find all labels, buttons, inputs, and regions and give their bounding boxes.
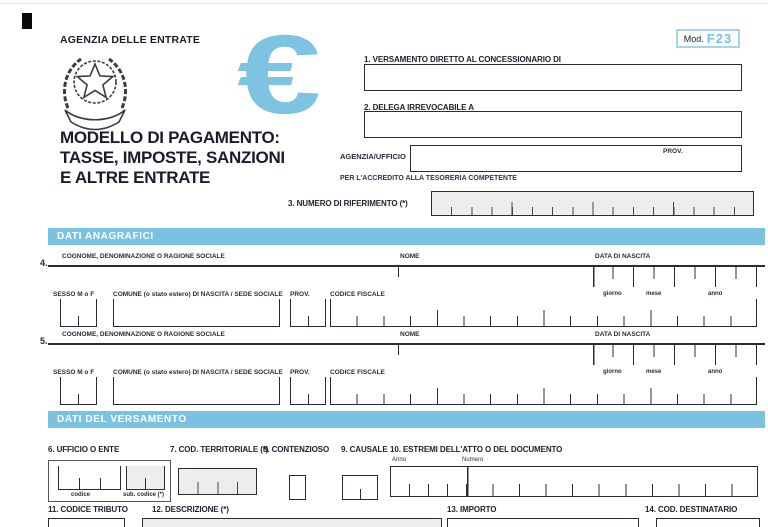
field12-label: 12. DESCRIZIONE (*) [152,505,229,514]
field9-input-box[interactable] [342,475,378,500]
mod-label: Mod. [683,33,704,44]
data-nascita-label: DATA DI NASCITA [595,331,651,338]
codice-fiscale-label: CODICE FISCALE [330,291,385,298]
anno-label: anno [708,291,723,297]
field14-input-box[interactable] [656,518,760,527]
italy-emblem-icon [55,46,135,139]
nome-label: NOME [400,253,420,260]
prov-label: PROV. [663,148,683,155]
field13-input-box[interactable] [447,518,639,527]
nome-separator-tick [398,345,399,355]
section-dati-anagrafici: DATI ANAGRAFICI [48,228,765,245]
cognome-nome-input-line[interactable] [48,343,765,345]
prov-row-label: PROV. [290,369,310,376]
sesso-label: SESSO M o F [53,291,95,298]
field13-label: 13. IMPORTO [447,505,497,514]
registration-mark [22,13,32,29]
prov-input-box[interactable] [290,299,326,327]
codice-fiscale-comb-input[interactable] [330,377,757,405]
field10-anno-label: Anno [392,457,407,463]
form-title-line1: MODELLO DI PAGAMENTO: [60,128,280,147]
prov-input-box[interactable] [290,377,326,405]
field7-label: 7. COD. TERRITORIALE (*) [170,445,269,454]
field6-codice-comb-input[interactable] [58,466,121,490]
field1-label: 1. VERSAMENTO DIRETTO AL CONCESSIONARIO … [364,55,561,64]
tesoreria-note: PER L'ACCREDITO ALLA TESORERIA COMPETENT… [340,175,517,182]
sesso-input-box[interactable] [60,377,97,405]
field2-input-box[interactable] [364,111,742,138]
field6-sub-codice-label: sub. codice (*) [123,492,165,498]
mese-label: mese [646,369,662,375]
codice-fiscale-comb-input[interactable] [330,299,757,327]
field11-label: 11. CODICE TRIBUTO [48,505,128,514]
field9-label: 9. CAUSALE [341,445,388,454]
field8-label: 8. CONTENZIOSO [263,445,330,454]
sesso-input-box[interactable] [60,299,97,327]
field10-label: 10. ESTREMI DELL'ATTO O DEL DOCUMENTO [390,445,563,454]
field11-input-box[interactable] [48,518,125,527]
comune-label: COMUNE (o stato estero) DI NASCITA / SED… [113,291,283,298]
row-number: 4. [40,258,48,268]
field3-label: 3. NUMERO DI RIFERIMENTO (*) [288,199,408,208]
field12-input-box[interactable] [142,518,442,527]
nome-separator-tick [398,267,399,277]
page-top-border [0,3,768,4]
cognome-nome-input-line[interactable] [48,265,765,267]
comune-input-box[interactable] [113,299,280,327]
field6-container: codice sub. codice (*) [48,460,171,502]
anno-label: anno [708,369,723,375]
field6-label: 6. UFFICIO O ENTE [48,445,120,454]
field6-sub-codice-input[interactable] [126,466,165,490]
field2-label: 2. DELEGA IRREVOCABILE A [364,103,474,112]
codice-fiscale-label: CODICE FISCALE [330,369,385,376]
euro-symbol-icon: € [237,12,322,137]
anagrafici-row: COGNOME, DENOMINAZIONE O RAGIONE SOCIALE… [40,251,766,329]
giorno-label: giorno [603,291,622,297]
sesso-label: SESSO M o F [53,369,95,376]
row-number: 5. [40,336,48,346]
data-nascita-comb-input[interactable] [593,345,757,367]
field1-input-box[interactable] [364,64,742,91]
mod-value: F23 [706,31,733,46]
mese-label: mese [646,291,662,297]
field7-comb-input[interactable] [178,468,257,495]
data-nascita-label: DATA DI NASCITA [595,253,651,260]
section-dati-del-versamento: DATI DEL VERSAMENTO [48,411,765,428]
giorno-label: giorno [603,369,622,375]
field10-comb-input[interactable] [390,466,758,497]
form-title: MODELLO DI PAGAMENTO: TASSE, IMPOSTE, SA… [60,128,350,188]
comune-label: COMUNE (o stato estero) DI NASCITA / SED… [113,369,283,376]
field6-codice-label: codice [71,492,91,498]
form-title-line3: E ALTRE ENTRATE [60,168,211,188]
mod-f23-badge: Mod. F23 [676,29,740,48]
field8-input-box[interactable] [289,475,306,500]
cognome-label: COGNOME, DENOMINAZIONE O RAGIONE SOCIALE [62,331,225,338]
form-title-line2: TASSE, IMPOSTE, SANZIONI [60,148,285,168]
anagrafici-row: COGNOME, DENOMINAZIONE O RAGIONE SOCIALE… [40,329,766,407]
field3-comb-input[interactable] [431,191,754,216]
agenzia-ufficio-label: AGENZIA/UFFICIO [340,152,406,161]
prov-row-label: PROV. [290,291,310,298]
data-nascita-comb-input[interactable] [593,267,757,289]
agency-name: AGENZIA DELLE ENTRATE [60,34,201,46]
field10-numero-label: Numero [462,457,484,463]
comune-input-box[interactable] [113,377,280,405]
agenzia-ufficio-input-box[interactable]: PROV. [410,145,742,172]
field14-label: 14. COD. DESTINATARIO [645,505,738,514]
nome-label: NOME [400,331,420,338]
cognome-label: COGNOME, DENOMINAZIONE O RAGIONE SOCIALE [62,253,225,260]
